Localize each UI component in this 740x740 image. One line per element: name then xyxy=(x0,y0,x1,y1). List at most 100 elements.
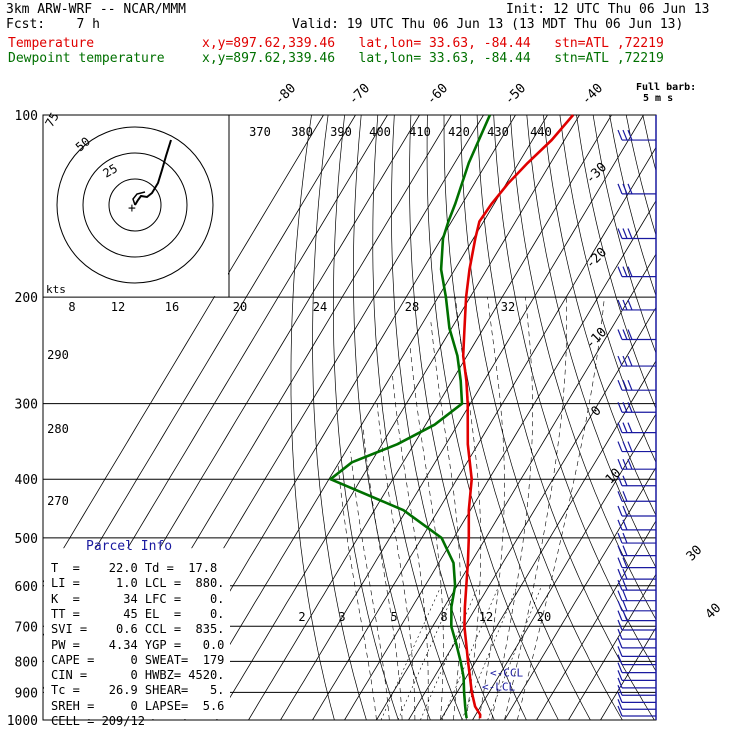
wind-barb xyxy=(617,355,656,367)
pressure-tick-label: 200 xyxy=(15,291,38,306)
hodograph-trace-low xyxy=(132,191,146,206)
ccl-marker: <-CCL xyxy=(490,667,523,680)
forecast-hour: Fcst: 7 h xyxy=(6,17,100,32)
dry-adiabat xyxy=(659,115,740,720)
temperature-tick-label: -80 xyxy=(272,81,299,108)
parcel-info-row: CELL = 209/12 xyxy=(51,714,145,728)
wind-barb xyxy=(617,183,656,195)
mixing-ratio-line xyxy=(487,585,542,720)
dry-adiabat xyxy=(290,115,335,720)
wind-barb xyxy=(617,590,656,602)
parcel-info-title: Parcel Info xyxy=(86,539,173,554)
dry-adiabat xyxy=(333,115,399,720)
dry-adiabat xyxy=(493,115,656,672)
pressure-tick-label: 1000 xyxy=(7,714,38,729)
pressure-tick-label: 300 xyxy=(15,398,38,413)
isotherm xyxy=(536,520,656,720)
isotherm xyxy=(504,466,656,720)
wind-barb xyxy=(617,505,656,517)
dry-adiabat xyxy=(609,115,656,297)
parcel-info-row: SVI = 0.6 CCL = 835. xyxy=(51,622,225,637)
parcel-info-row: PW = 4.34 YGP = 0.0 xyxy=(51,637,225,652)
mixing-ratio-label-lower: 8 xyxy=(440,610,447,624)
mixing-ratio-line xyxy=(441,585,500,720)
moist-adiabat xyxy=(337,465,377,720)
valid-time: Valid: 19 UTC Thu 06 Jun 13 (13 MDT Thu … xyxy=(292,17,684,32)
dry-adiabat xyxy=(676,115,740,720)
theta-left-label: 270 xyxy=(47,494,69,508)
wind-barbs xyxy=(617,115,657,720)
theta-label: 380 xyxy=(291,125,313,139)
isotherm xyxy=(440,360,656,720)
dry-adiabat xyxy=(460,115,623,720)
parcel-info-row: SREH = 0 LAPSE= 5.6 xyxy=(51,698,225,713)
mixing-ratio-line xyxy=(397,585,458,720)
dry-adiabat xyxy=(592,115,656,355)
parcel-info-row: TT = 45 EL = 0. xyxy=(51,606,225,621)
wind-barb xyxy=(617,491,656,502)
moist-adiabat xyxy=(362,428,403,720)
theta-label: 400 xyxy=(369,125,391,139)
parcel-info-row: LI = 1.0 LCL = 880. xyxy=(51,576,225,591)
parcel-info-box xyxy=(44,548,230,719)
moist-adiabat xyxy=(517,297,605,720)
theta-label: 440 xyxy=(530,125,552,139)
theta-left-label: 280 xyxy=(47,422,69,436)
init-time: Init: 12 UTC Thu 06 Jun 13 xyxy=(506,2,710,17)
parcel-info-row: CAPE = 0 SWEAT= 179 xyxy=(51,652,225,667)
moist-adiabat xyxy=(409,344,444,720)
parcel-info-row: K = 34 LFC = 0. xyxy=(51,591,225,606)
hodograph-units: kts xyxy=(46,283,66,296)
mixing-ratio-label-upper: 20 xyxy=(233,300,247,314)
wind-barb xyxy=(617,610,656,622)
dry-adiabat xyxy=(543,115,656,517)
dry-adiabat xyxy=(391,115,495,720)
mixing-ratio-label-lower: 20 xyxy=(537,610,551,624)
model-title: 3km ARW-WRF -- NCAR/MMM xyxy=(6,2,187,17)
mixing-ratio-label-upper: 16 xyxy=(165,300,179,314)
wind-barb xyxy=(617,600,656,612)
wind-barb xyxy=(617,422,656,434)
temperature-tick-label: 30 xyxy=(684,543,706,565)
legend-temperature-label: Temperature xyxy=(8,36,95,51)
dry-adiabat xyxy=(642,115,656,173)
isotherm xyxy=(312,146,656,720)
wind-barb xyxy=(617,705,656,717)
isotherm xyxy=(376,253,656,720)
wind-barb xyxy=(617,568,656,580)
wind-barb xyxy=(617,692,656,703)
dry-adiabat xyxy=(476,115,655,720)
wind-barb xyxy=(617,677,656,689)
hodograph-origin: + xyxy=(128,201,136,216)
wind-barb xyxy=(617,329,656,341)
mixing-ratio-label-upper: 24 xyxy=(313,300,327,314)
mixing-ratio-label-lower: 5 xyxy=(390,610,397,624)
mixing-ratio-line xyxy=(461,585,518,720)
temperature-tick-label: -50 xyxy=(502,81,529,108)
mixing-ratio-label-lower: 12 xyxy=(479,610,493,624)
wind-barb xyxy=(617,458,656,470)
wind-barb xyxy=(617,532,656,544)
dry-adiabat xyxy=(625,115,656,237)
pressure-tick-label: 700 xyxy=(15,620,38,635)
theta-label: 370 xyxy=(249,125,271,139)
dry-adiabat xyxy=(526,115,656,569)
mixing-ratio-label-upper: 28 xyxy=(405,300,419,314)
mixing-ratio-line xyxy=(380,585,442,720)
pressure-tick-label: 800 xyxy=(15,655,38,670)
wind-barb xyxy=(617,699,656,710)
temperature-tick-label: -60 xyxy=(424,81,451,108)
theta-label: 430 xyxy=(487,125,509,139)
dry-adiabat xyxy=(312,115,367,720)
lcl-marker: <-LCL xyxy=(482,680,515,693)
wind-barb xyxy=(617,646,656,657)
wind-barb xyxy=(617,299,656,311)
temperature-profile xyxy=(461,114,575,719)
theta-left-label: 290 xyxy=(47,348,69,362)
mixing-ratio-label-upper: 12 xyxy=(111,300,125,314)
sounding-profiles: <-CCL<-LCL xyxy=(44,114,575,719)
dry-adiabat xyxy=(372,115,463,720)
legend-dewpoint-label: Dewpoint temperature xyxy=(8,51,165,66)
